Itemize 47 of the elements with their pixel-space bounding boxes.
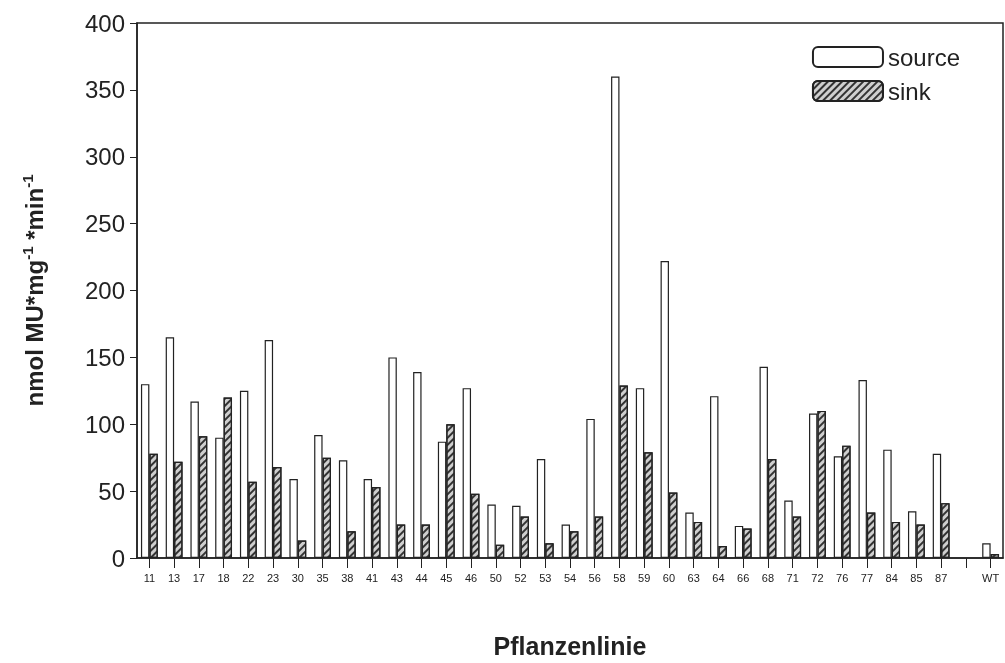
y-axis-title: nmol MU*mg-1 *min-1 [19, 174, 48, 407]
y-tick-label: 150 [84, 343, 125, 371]
x-tick-label: 35 [316, 571, 329, 584]
y-tick-label: 0 [111, 544, 125, 572]
y-tick-label: 250 [84, 210, 125, 238]
x-tick-label: 17 [192, 571, 205, 584]
y-tick-label: 50 [98, 477, 125, 505]
x-tick-label: 85 [910, 571, 923, 584]
x-tick-label: 72 [811, 571, 824, 584]
y-tick-label: 200 [84, 277, 125, 304]
y-tick-label: 350 [84, 76, 125, 104]
x-tick-label: 41 [365, 571, 379, 584]
y-tick-label: 400 [84, 9, 125, 37]
x-tick-label: 84 [885, 571, 898, 584]
x-tick-label: WT [982, 571, 1000, 584]
x-tick-label: 44 [415, 571, 428, 584]
x-tick-label: 18 [217, 571, 230, 584]
x-tick-label: 52 [514, 571, 527, 584]
y-tick-label: 300 [84, 143, 125, 171]
x-tick-label: 45 [440, 571, 453, 584]
legend-label: sink [887, 77, 932, 105]
x-tick-label: 87 [935, 571, 948, 584]
x-tick-label: 68 [761, 571, 775, 584]
x-tick-label: 50 [489, 571, 502, 584]
x-axis-title: Pflanzenlinie [493, 631, 647, 660]
x-tick-label: 56 [588, 571, 601, 584]
x-tick-label: 54 [563, 571, 577, 584]
x-tick-label: 38 [341, 571, 354, 584]
x-tick-label: 43 [390, 571, 403, 584]
x-tick-label: 22 [242, 571, 255, 584]
x-tick-label: 13 [167, 571, 181, 584]
x-tick-label: 64 [712, 571, 725, 584]
x-tick-label: 59 [638, 571, 651, 584]
x-tick-label: 30 [291, 571, 304, 584]
y-tick-label: 100 [84, 410, 125, 438]
x-tick-label: 63 [687, 571, 700, 584]
x-tick-label: 58 [613, 571, 626, 584]
x-tick-label: 76 [836, 571, 849, 584]
x-tick-label: 11 [143, 571, 156, 584]
x-tick-label: 60 [662, 571, 676, 584]
x-tick-label: 71 [786, 571, 799, 584]
x-tick-label: 77 [860, 571, 874, 584]
x-tick-label: 53 [539, 571, 552, 584]
x-tick-label: 66 [737, 571, 750, 584]
legend-label: source [887, 43, 961, 71]
x-tick-label: 23 [266, 571, 280, 584]
x-tick-label: 46 [464, 571, 478, 584]
